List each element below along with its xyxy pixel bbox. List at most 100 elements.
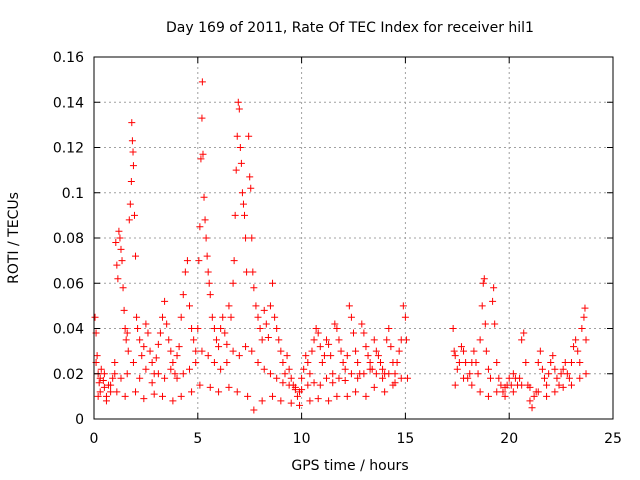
data-point xyxy=(570,343,578,351)
x-tick-label: 15 xyxy=(396,431,414,447)
data-point xyxy=(96,388,104,396)
data-point xyxy=(325,340,333,348)
data-point xyxy=(291,383,299,391)
data-point xyxy=(212,336,220,344)
data-point xyxy=(247,184,255,192)
data-point xyxy=(111,370,119,378)
data-point xyxy=(455,358,463,366)
data-point xyxy=(133,313,141,321)
x-tick-label: 10 xyxy=(293,431,311,447)
data-point xyxy=(561,358,569,366)
data-point xyxy=(333,392,341,400)
data-point xyxy=(507,381,515,389)
data-point xyxy=(372,347,380,355)
data-point xyxy=(175,343,183,351)
data-point xyxy=(402,336,410,344)
data-point xyxy=(567,381,575,389)
data-point xyxy=(129,358,137,366)
data-point xyxy=(493,358,501,366)
data-point xyxy=(306,370,314,378)
grid-lines xyxy=(94,57,613,419)
data-point xyxy=(271,313,279,321)
data-point xyxy=(169,358,177,366)
data-point xyxy=(198,78,206,86)
data-point xyxy=(462,358,470,366)
data-point xyxy=(481,320,489,328)
y-tick-label: 0.02 xyxy=(53,367,84,383)
data-point xyxy=(124,347,132,355)
data-point xyxy=(107,388,115,396)
data-point xyxy=(366,365,374,373)
data-point xyxy=(242,234,250,242)
data-point xyxy=(505,374,513,382)
data-point xyxy=(163,320,171,328)
data-point xyxy=(526,383,534,391)
data-point xyxy=(329,370,337,378)
data-point xyxy=(358,320,366,328)
data-point xyxy=(567,358,575,366)
data-point xyxy=(563,370,571,378)
data-point xyxy=(128,119,136,127)
data-point xyxy=(260,365,268,373)
data-point xyxy=(453,365,461,373)
data-point xyxy=(493,388,501,396)
data-point xyxy=(249,268,257,276)
data-point xyxy=(399,302,407,310)
data-point xyxy=(221,329,229,337)
y-tick-label: 0.12 xyxy=(53,141,84,157)
x-axis-label: GPS time / hours xyxy=(291,458,408,474)
data-point xyxy=(499,388,507,396)
data-point xyxy=(466,370,474,378)
data-point xyxy=(559,383,567,391)
data-point xyxy=(97,365,105,373)
data-point xyxy=(279,358,287,366)
data-point xyxy=(245,132,253,140)
data-point xyxy=(360,329,368,337)
data-point xyxy=(185,302,193,310)
data-point xyxy=(138,352,146,360)
data-point xyxy=(460,347,468,355)
data-point xyxy=(393,358,401,366)
x-tick-label: 5 xyxy=(193,431,202,447)
data-point xyxy=(306,397,314,405)
data-point xyxy=(195,257,203,265)
data-point xyxy=(484,365,492,373)
data-point xyxy=(125,216,133,224)
data-point xyxy=(509,370,517,378)
data-point xyxy=(323,336,331,344)
data-point xyxy=(538,365,546,373)
data-point xyxy=(522,358,530,366)
data-point xyxy=(254,313,262,321)
data-point xyxy=(198,347,206,355)
data-point xyxy=(285,365,293,373)
data-point xyxy=(581,304,589,312)
data-point xyxy=(121,392,129,400)
data-point xyxy=(341,377,349,385)
y-tick-label: 0 xyxy=(75,412,84,428)
data-point xyxy=(460,374,468,382)
data-point xyxy=(159,392,167,400)
data-point xyxy=(203,252,211,260)
data-point xyxy=(273,325,281,332)
data-point xyxy=(217,325,225,332)
data-point xyxy=(345,302,353,310)
data-point xyxy=(277,397,285,405)
data-point xyxy=(113,388,121,396)
data-point xyxy=(235,352,243,360)
data-point xyxy=(260,306,268,314)
data-point xyxy=(159,313,167,321)
data-point xyxy=(148,358,156,366)
data-point xyxy=(154,370,162,378)
data-point xyxy=(183,257,191,265)
data-point xyxy=(100,370,108,378)
data-point xyxy=(262,320,270,328)
data-point xyxy=(93,352,101,360)
data-point xyxy=(304,381,312,389)
data-point xyxy=(123,329,131,337)
data-point xyxy=(530,392,538,400)
data-point xyxy=(341,365,349,373)
data-point xyxy=(582,370,590,378)
data-point xyxy=(298,374,306,382)
data-point xyxy=(96,374,104,382)
